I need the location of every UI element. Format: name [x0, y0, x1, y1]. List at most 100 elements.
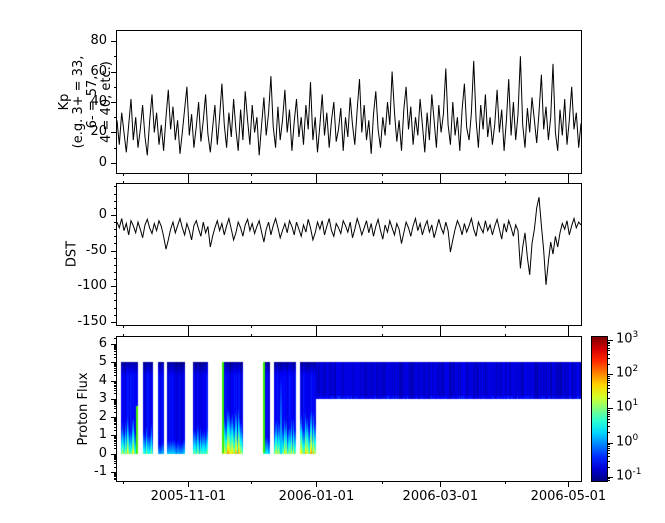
tick-mark: [111, 362, 117, 363]
tick-mark: [114, 474, 117, 475]
y-tick-label: 0: [98, 155, 107, 170]
y-tick-label: 5: [98, 354, 107, 369]
tick-mark: [188, 325, 189, 331]
tick-mark: [568, 173, 569, 179]
tick-mark: [114, 419, 117, 420]
tick-mark: [114, 445, 117, 446]
tick-mark: [114, 370, 117, 371]
tick-mark: [114, 458, 117, 459]
tick-mark: [607, 382, 610, 383]
tick-mark: [607, 443, 613, 444]
tick-mark: [114, 393, 117, 394]
colorbar-tick-label: 102: [616, 364, 639, 381]
tick-mark: [114, 401, 117, 402]
tick-mark: [607, 453, 610, 454]
y-tick-label: 80: [90, 33, 107, 48]
tick-mark: [114, 357, 117, 358]
tick-mark: [114, 476, 117, 477]
tick-mark: [505, 173, 506, 176]
tick-mark: [114, 463, 117, 464]
tick-mark: [114, 424, 117, 425]
tick-mark: [607, 350, 610, 351]
tick-mark: [123, 181, 124, 184]
tick-mark: [505, 181, 506, 184]
tick-mark: [114, 382, 117, 383]
kp-plot-panel: [116, 30, 582, 174]
y-tick-label: 1: [98, 427, 107, 442]
tick-mark: [114, 351, 117, 352]
dst-line-series: [117, 197, 581, 285]
tick-mark: [114, 229, 117, 230]
tick-mark: [440, 325, 441, 331]
tick-mark: [505, 325, 506, 328]
tick-mark: [251, 325, 252, 328]
tick-mark: [251, 181, 252, 184]
tick-mark: [114, 457, 117, 458]
tick-mark: [114, 383, 117, 384]
tick-mark: [607, 450, 610, 451]
tick-mark: [607, 348, 610, 349]
tick-mark: [114, 368, 117, 369]
tick-mark: [607, 422, 610, 423]
y-tick-label: 0: [98, 207, 107, 222]
tick-mark: [607, 364, 610, 365]
tick-mark: [251, 334, 252, 337]
tick-mark: [607, 374, 613, 375]
tick-mark: [114, 347, 117, 348]
y-tick-label: 0: [98, 446, 107, 461]
tick-mark: [188, 481, 189, 487]
tick-mark: [568, 178, 569, 184]
tick-mark: [111, 72, 117, 73]
tick-mark: [114, 364, 117, 365]
tick-mark: [607, 385, 610, 386]
tick-mark: [607, 426, 610, 427]
tick-mark: [114, 56, 117, 57]
tick-mark: [382, 181, 383, 184]
y-tick-label: 60: [90, 64, 107, 79]
colorbar: [591, 336, 608, 482]
tick-mark: [382, 334, 383, 337]
tick-mark: [316, 481, 317, 487]
tick-mark: [114, 421, 117, 422]
tick-mark: [114, 222, 117, 223]
tick-mark: [111, 322, 117, 323]
y-tick-label: 3: [98, 391, 107, 406]
tick-mark: [111, 102, 117, 103]
tick-mark: [114, 345, 117, 346]
tick-mark: [607, 419, 610, 420]
tick-mark: [607, 448, 610, 449]
tick-mark: [123, 325, 124, 328]
tick-mark: [114, 441, 117, 442]
tick-mark: [607, 345, 610, 346]
tick-mark: [607, 358, 610, 359]
tick-mark: [568, 325, 569, 331]
tick-mark: [114, 475, 117, 476]
tick-mark: [382, 173, 383, 176]
tick-mark: [114, 87, 117, 88]
tick-mark: [111, 251, 117, 252]
tick-mark: [607, 480, 610, 481]
y-tick-label: 40: [90, 94, 107, 109]
y-tick-label: 4: [98, 373, 107, 388]
tick-mark: [114, 366, 117, 367]
tick-mark: [316, 325, 317, 331]
tick-mark: [111, 41, 117, 42]
tick-mark: [114, 272, 117, 273]
tick-mark: [505, 481, 506, 484]
colorbar-tick-label: 103: [616, 330, 639, 347]
tick-mark: [114, 440, 117, 441]
colorbar-tick-label: 101: [616, 398, 639, 415]
tick-mark: [114, 265, 117, 266]
tick-mark: [114, 459, 117, 460]
proton-flux-spectrogram-panel: [116, 336, 582, 482]
tick-mark: [607, 408, 613, 409]
tick-mark: [114, 423, 117, 424]
tick-mark: [114, 349, 117, 350]
tick-mark: [114, 403, 117, 404]
tick-mark: [114, 455, 117, 456]
x-tick-label: 2006-01-01: [278, 489, 355, 504]
tick-mark: [114, 354, 117, 355]
tick-mark: [607, 376, 610, 377]
tick-mark: [114, 437, 117, 438]
